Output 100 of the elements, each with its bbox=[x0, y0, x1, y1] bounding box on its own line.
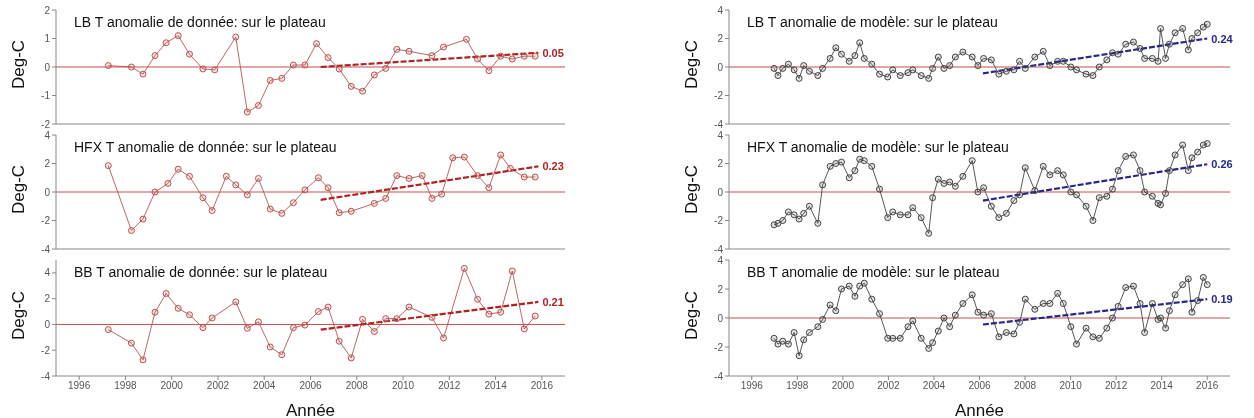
point bbox=[151, 52, 159, 60]
point bbox=[335, 65, 343, 73]
x-tick-label: 2004 bbox=[922, 380, 946, 392]
point bbox=[520, 325, 528, 333]
x-tick-label: 2012 bbox=[438, 380, 461, 392]
point bbox=[174, 32, 182, 40]
y-tick-label: -4 bbox=[41, 243, 51, 255]
annotation: 0.21 bbox=[542, 294, 564, 309]
x-tick-label: 2014 bbox=[484, 380, 508, 392]
y-tick-label: -4 bbox=[714, 370, 724, 382]
y-tick-label: 0 bbox=[44, 186, 51, 198]
point bbox=[232, 298, 240, 306]
point bbox=[324, 184, 332, 192]
point bbox=[127, 63, 135, 71]
annotation: 0.23 bbox=[542, 159, 564, 174]
point bbox=[186, 50, 193, 58]
point bbox=[232, 181, 240, 189]
point bbox=[418, 172, 426, 180]
point bbox=[506, 164, 514, 172]
x-tick-label: 2006 bbox=[968, 380, 992, 392]
point bbox=[278, 74, 286, 82]
point bbox=[164, 179, 172, 187]
point bbox=[474, 172, 482, 180]
point bbox=[139, 215, 147, 223]
point bbox=[485, 67, 493, 75]
point bbox=[186, 311, 193, 319]
y-tick-label: -1 bbox=[41, 90, 51, 102]
y-tick-label: -2 bbox=[714, 341, 724, 353]
x-tick-label: 2008 bbox=[1013, 380, 1037, 392]
point bbox=[449, 154, 457, 162]
y-axis-title: Deg-C bbox=[9, 290, 29, 340]
point bbox=[382, 315, 390, 323]
point bbox=[301, 321, 309, 329]
point bbox=[314, 308, 322, 316]
point bbox=[460, 153, 468, 161]
x-tick-label: 2000 bbox=[160, 380, 184, 392]
point bbox=[139, 70, 147, 78]
annotation: 0.24 bbox=[1211, 31, 1233, 46]
point bbox=[531, 312, 539, 320]
y-tick-label: 0 bbox=[44, 61, 51, 73]
point bbox=[127, 226, 135, 234]
chart-title: HFX T anomalie de donnée: sur le plateau bbox=[74, 139, 337, 155]
x-tick-label: 1998 bbox=[114, 380, 137, 392]
y-tick-label: -2 bbox=[714, 215, 724, 227]
y-tick-label: 4 bbox=[44, 267, 51, 279]
point bbox=[428, 313, 436, 321]
y-tick-label: -4 bbox=[41, 370, 51, 382]
point bbox=[254, 174, 262, 182]
point bbox=[324, 54, 332, 62]
y-tick-label: -4 bbox=[714, 243, 724, 255]
point bbox=[370, 199, 378, 207]
point bbox=[347, 354, 355, 362]
point bbox=[508, 55, 516, 63]
y-tick-label: -2 bbox=[714, 90, 724, 102]
point bbox=[139, 356, 147, 364]
x-tick-label: 2016 bbox=[530, 380, 554, 392]
y-tick-label: 2 bbox=[717, 283, 724, 295]
y-tick-label: 4 bbox=[717, 4, 724, 16]
point bbox=[104, 326, 112, 334]
y-tick-label: 0 bbox=[717, 186, 724, 198]
point bbox=[520, 173, 528, 181]
x-axis-title: Année bbox=[954, 401, 1005, 418]
point bbox=[313, 40, 321, 48]
y-tick-label: 4 bbox=[717, 254, 724, 266]
y-axis-title: Deg-C bbox=[682, 290, 702, 340]
x-tick-label: 2000 bbox=[831, 380, 855, 392]
point bbox=[497, 52, 505, 60]
point bbox=[199, 65, 207, 73]
point bbox=[266, 76, 274, 84]
point bbox=[104, 162, 112, 170]
x-axis-title: Année bbox=[285, 401, 336, 418]
point bbox=[127, 339, 135, 347]
x-tick-label: 2010 bbox=[1059, 380, 1083, 392]
point bbox=[335, 209, 343, 217]
point bbox=[393, 172, 401, 180]
x-tick-label: 2008 bbox=[345, 380, 369, 392]
y-tick-label: 1 bbox=[44, 33, 51, 45]
point bbox=[324, 303, 332, 311]
y-axis-title: Deg-C bbox=[9, 39, 29, 89]
y-tick-label: 0 bbox=[44, 318, 51, 330]
point bbox=[438, 190, 446, 198]
point bbox=[266, 205, 274, 213]
y-tick-label: -2 bbox=[41, 118, 51, 130]
point bbox=[254, 101, 262, 109]
point bbox=[508, 267, 516, 275]
point bbox=[370, 328, 378, 336]
point bbox=[208, 314, 216, 322]
y-tick-label: 0 bbox=[717, 312, 724, 324]
point bbox=[405, 303, 413, 311]
point bbox=[531, 173, 539, 181]
y-tick-label: -4 bbox=[714, 118, 724, 130]
point bbox=[301, 61, 309, 69]
point bbox=[243, 324, 251, 332]
point bbox=[440, 334, 448, 342]
point bbox=[174, 165, 182, 173]
x-tick-label: 1996 bbox=[740, 380, 764, 392]
x-tick-label: 2010 bbox=[391, 380, 415, 392]
point bbox=[440, 43, 448, 51]
y-tick-label: 2 bbox=[44, 4, 51, 16]
point bbox=[520, 52, 528, 60]
